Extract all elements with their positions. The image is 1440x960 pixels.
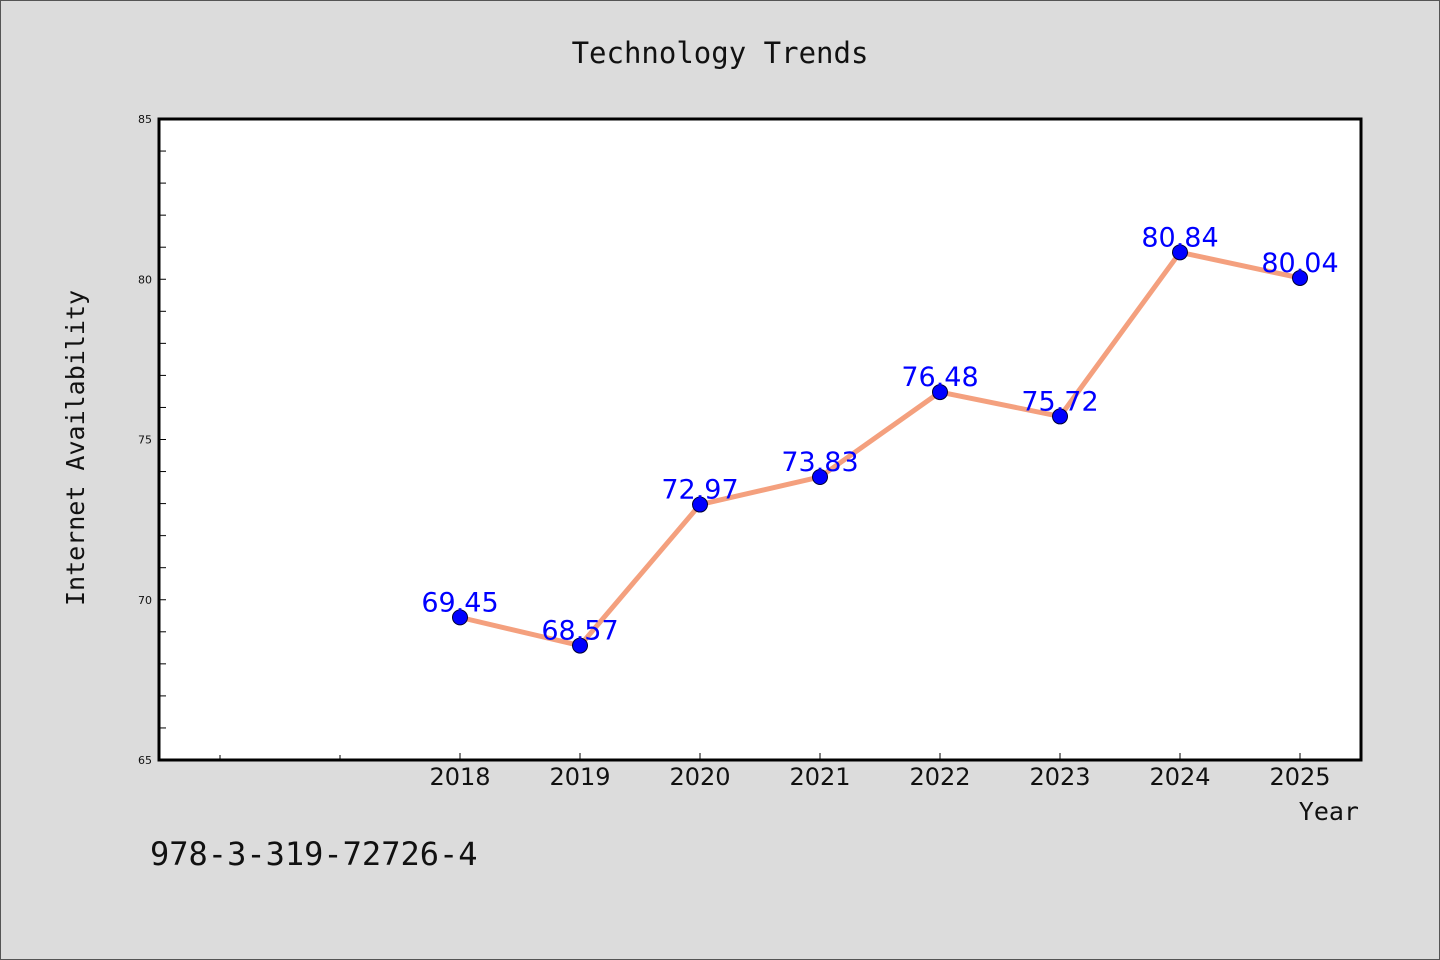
plot-area	[157, 117, 1363, 762]
y-axis-ticks: 65 70 75 80 85	[138, 113, 166, 767]
y-tick-label: 75	[138, 434, 152, 447]
x-tick-label: 2021	[789, 763, 850, 791]
x-tick-label: 2018	[429, 763, 490, 791]
isbn-footer: 978-3-319-72726-4	[150, 835, 478, 873]
data-point	[572, 637, 588, 654]
data-label: 68.57	[541, 616, 618, 647]
data-label: 69.45	[421, 587, 498, 618]
x-axis-ticks: 2018 2019 2020 2021 2022 2023 2024 2025	[219, 753, 1331, 791]
data-label: 72.97	[661, 475, 738, 506]
x-tick-label: 2023	[1029, 763, 1090, 791]
data-label: 80.04	[1261, 248, 1338, 279]
data-point	[1292, 269, 1308, 286]
y-axis-label: Internet Availability	[61, 290, 90, 606]
data-point	[692, 496, 708, 513]
x-axis-label: Year	[1299, 797, 1359, 826]
y-tick-label: 85	[138, 113, 152, 126]
x-tick-label: 2022	[909, 763, 970, 791]
data-point	[452, 609, 468, 626]
data-label: 80.84	[1141, 222, 1218, 253]
data-label: 75.72	[1021, 386, 1098, 417]
series-layer: 69.45 68.57 72.97 73.83 76.48 75.72 80.84 80.04	[421, 222, 1339, 654]
y-tick-label: 80	[138, 273, 152, 286]
chart-title: Technology Trends	[572, 36, 869, 70]
x-tick-label: 2024	[1149, 763, 1210, 791]
data-point	[1052, 408, 1068, 425]
y-tick-label: 70	[138, 594, 152, 607]
data-point	[812, 468, 828, 485]
data-point	[932, 384, 948, 401]
x-tick-label: 2025	[1269, 763, 1330, 791]
data-label: 73.83	[781, 447, 858, 478]
data-point	[1172, 244, 1188, 261]
series-line	[457, 249, 1303, 649]
data-label: 76.48	[901, 362, 978, 393]
x-tick-label: 2019	[549, 763, 610, 791]
x-tick-label: 2020	[669, 763, 730, 791]
y-tick-label: 65	[138, 754, 152, 767]
